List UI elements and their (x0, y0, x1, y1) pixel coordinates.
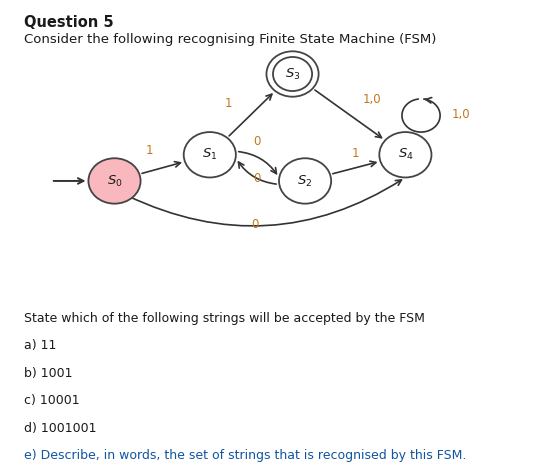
Text: State which of the following strings will be accepted by the FSM: State which of the following strings wil… (24, 312, 425, 325)
Text: $S_{3}$: $S_{3}$ (285, 66, 300, 81)
Text: 1,0: 1,0 (362, 93, 381, 106)
Text: b) 1001: b) 1001 (24, 367, 73, 380)
Text: $S_{0}$: $S_{0}$ (106, 173, 122, 188)
Text: $S_{2}$: $S_{2}$ (298, 173, 313, 188)
Text: $S_{4}$: $S_{4}$ (397, 147, 413, 162)
Text: e) Describe, in words, the set of strings that is recognised by this FSM.: e) Describe, in words, the set of string… (24, 449, 467, 462)
Text: 1,0: 1,0 (452, 108, 471, 121)
Text: 1: 1 (146, 144, 153, 157)
Text: a) 11: a) 11 (24, 339, 57, 352)
Circle shape (379, 132, 431, 178)
Text: 0: 0 (251, 218, 259, 231)
Text: Consider the following recognising Finite State Machine (FSM): Consider the following recognising Finit… (24, 33, 437, 46)
Text: 0: 0 (254, 172, 261, 185)
Text: 0: 0 (254, 135, 261, 148)
Circle shape (183, 132, 236, 178)
Circle shape (266, 51, 319, 97)
Text: 1: 1 (352, 147, 359, 160)
Text: 1: 1 (225, 97, 233, 110)
Circle shape (279, 158, 331, 204)
Circle shape (88, 158, 140, 204)
Text: $S_{1}$: $S_{1}$ (202, 147, 217, 162)
Text: c) 10001: c) 10001 (24, 394, 80, 407)
Text: Question 5: Question 5 (24, 15, 114, 30)
Text: d) 1001001: d) 1001001 (24, 422, 97, 435)
